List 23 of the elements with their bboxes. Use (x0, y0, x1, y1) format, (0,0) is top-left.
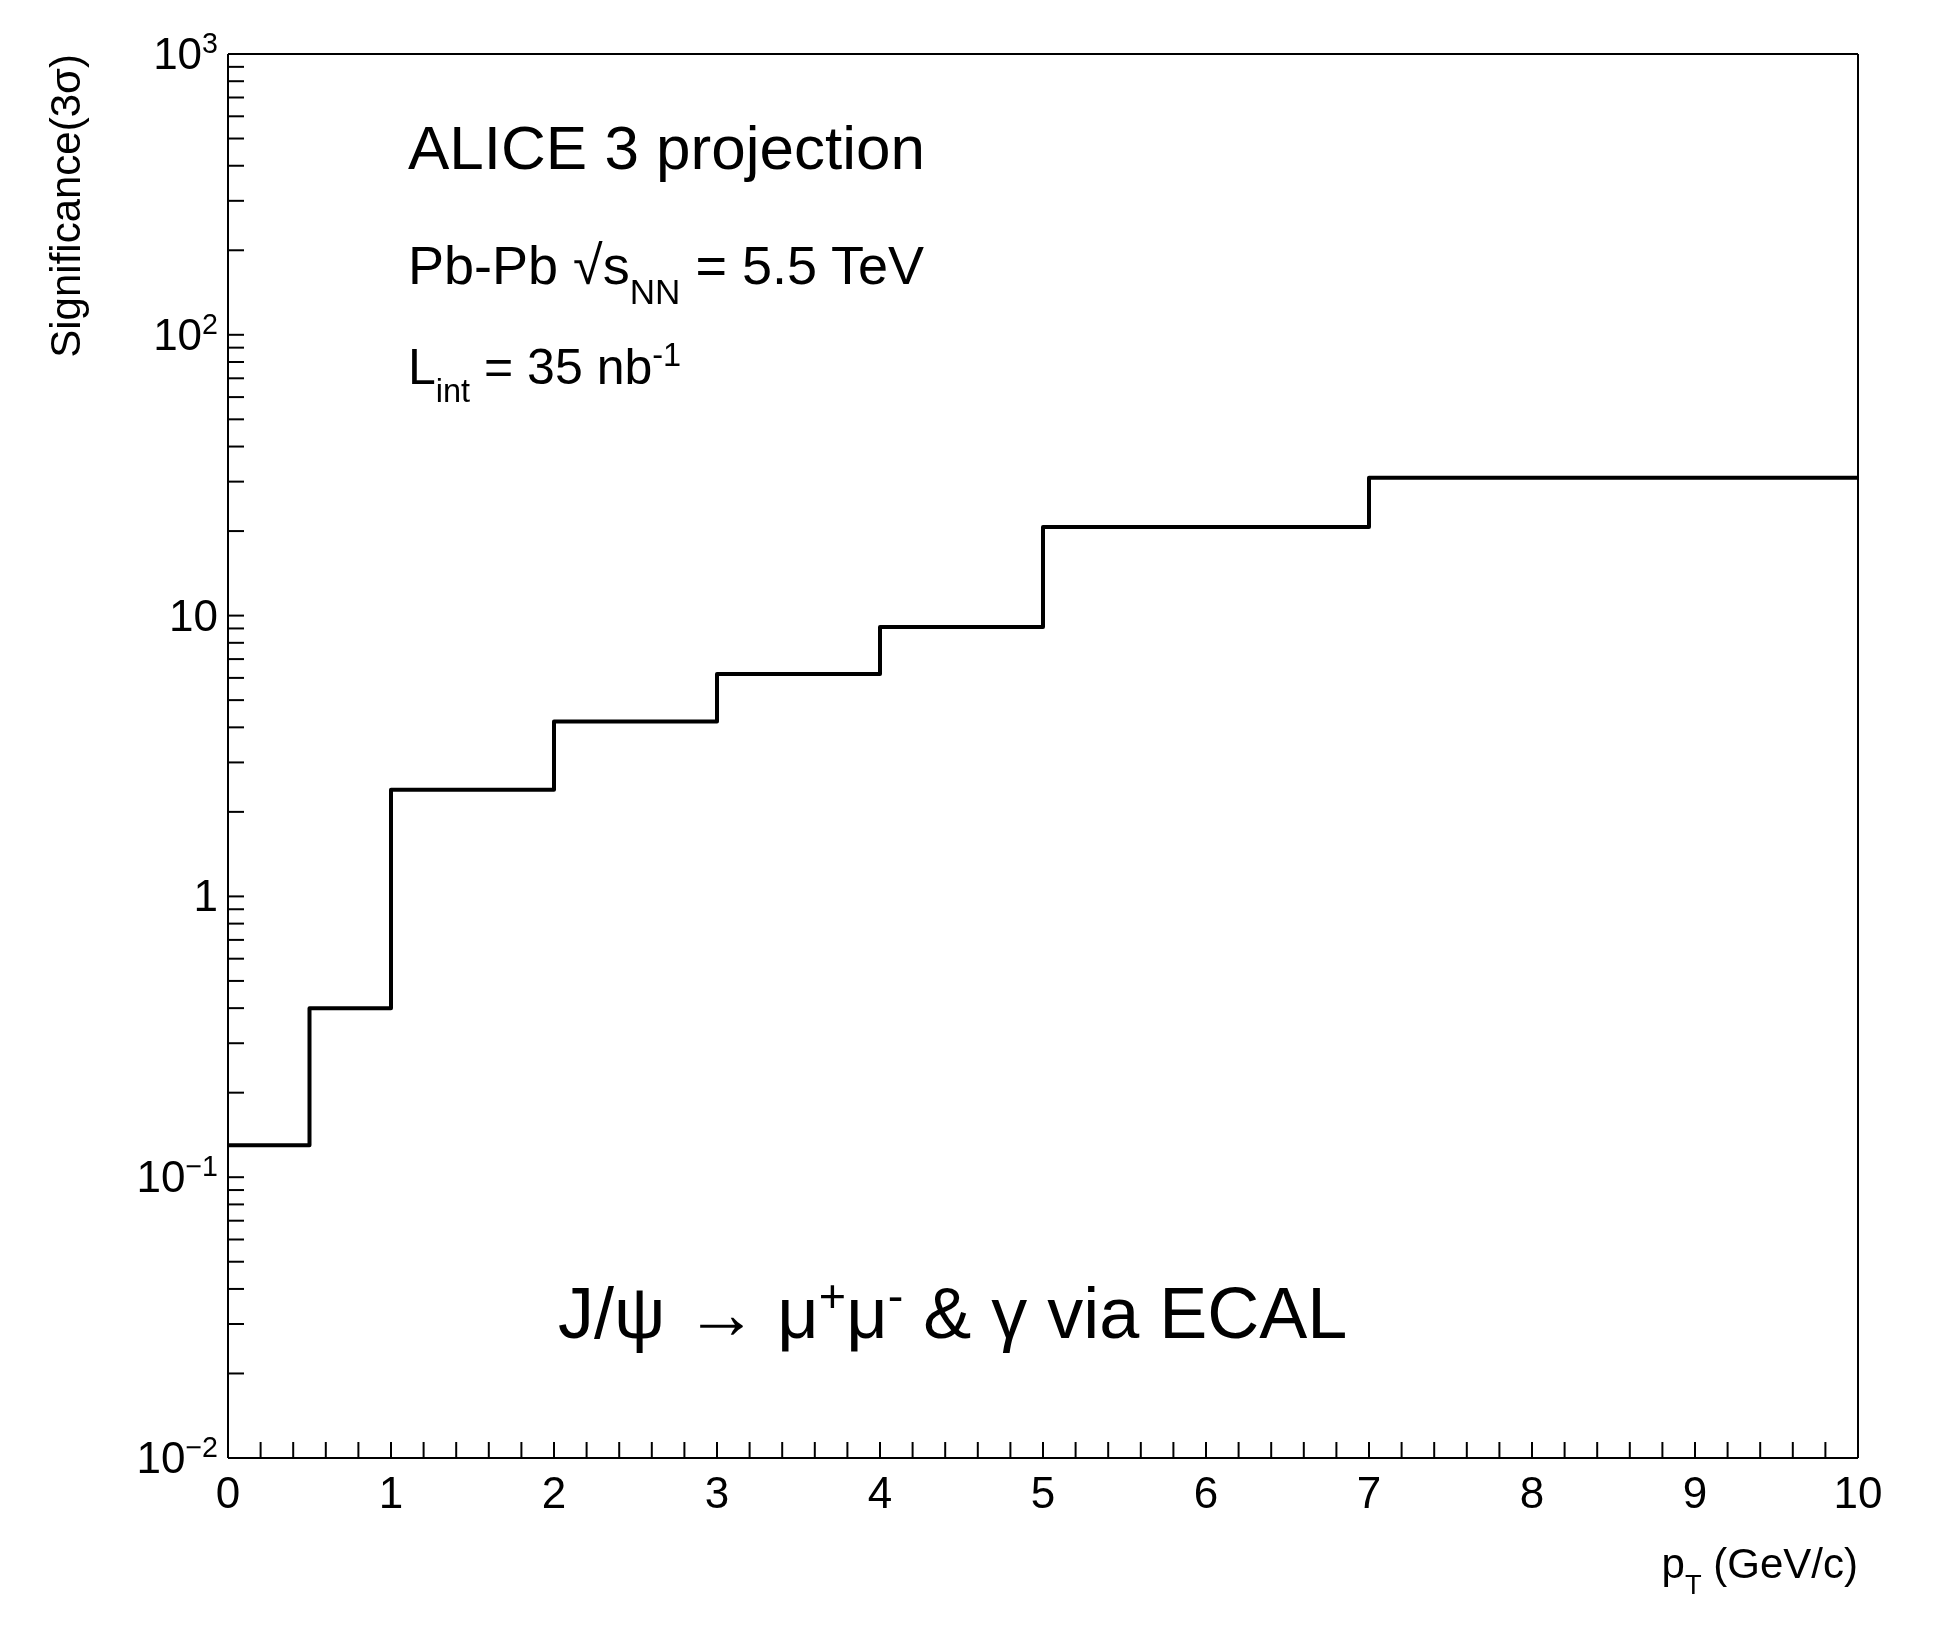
x-axis-title: p$_{T}$ (GeV/c) (1661, 1540, 1858, 1600)
y-tick-label: 10$^{−1}$ (136, 1150, 218, 1202)
x-tick-label: 7 (1356, 1468, 1382, 1517)
x-tick-label: 0 (215, 1468, 241, 1517)
y-tick-label: 10$^{3}$ (153, 27, 218, 78)
x-tick-label: 3 (704, 1468, 730, 1517)
annotation: ALICE 3 projection (408, 113, 925, 182)
y-tick-label: 10$^{2}$ (153, 307, 218, 359)
annotation: L$_{int}$ = 35 nb$^{-1}$ (408, 337, 682, 409)
y-axis-title: Significance(3σ) (42, 54, 89, 358)
x-tick-label: 9 (1682, 1468, 1708, 1517)
x-tick-label: 2 (541, 1468, 567, 1517)
annotation: Pb-Pb √s$_{NN}$ = 5.5 TeV (408, 235, 925, 311)
annotation: J/ψ → μ$^{+}$μ$^{-}$ & γ via ECAL (558, 1270, 1348, 1353)
x-tick-label: 6 (1193, 1468, 1219, 1517)
x-tick-label: 4 (867, 1468, 893, 1517)
y-tick-label: 1 (193, 871, 218, 921)
x-tick-label: 1 (378, 1468, 404, 1517)
x-tick-label: 8 (1519, 1468, 1545, 1517)
y-tick-label: 10 (169, 590, 218, 640)
x-tick-label: 5 (1030, 1468, 1056, 1517)
x-tick-label: 10 (1833, 1468, 1883, 1517)
y-tick-label: 10$^{−2}$ (136, 1431, 218, 1482)
